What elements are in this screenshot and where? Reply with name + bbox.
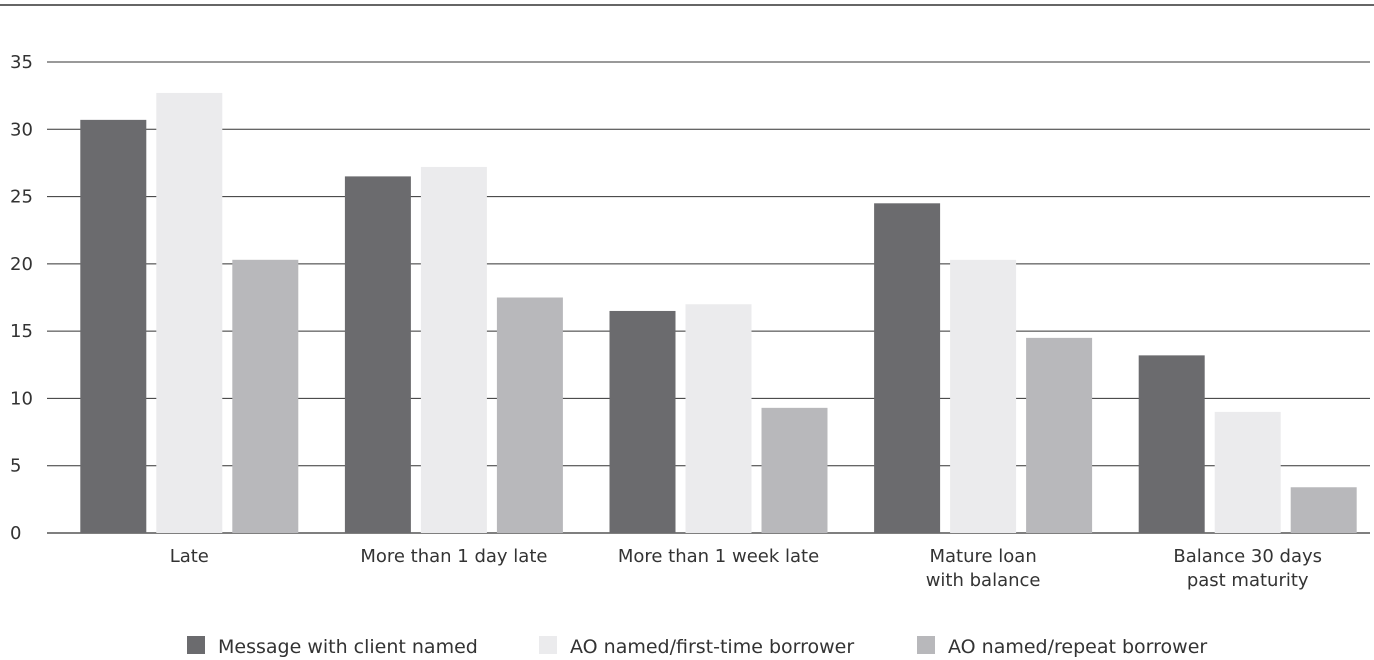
- y-tick-label: 20: [10, 254, 33, 275]
- bar: [80, 119, 147, 533]
- legend-label: Message with client named: [218, 636, 478, 658]
- legend-label: AO named/repeat borrower: [948, 636, 1207, 658]
- y-tick-label: 25: [10, 187, 33, 208]
- legend-label: AO named/first-time borrower: [570, 636, 854, 658]
- x-axis: Late More than 1 day late More than 1 week…: [170, 546, 1322, 591]
- bar: [874, 203, 941, 534]
- bar: [344, 176, 411, 533]
- y-tick-label: 5: [10, 456, 21, 477]
- legend: Message with client named AO named/first-…: [187, 636, 1207, 658]
- bar: [232, 259, 299, 533]
- x-tick-label: Mature loan: [929, 546, 1036, 567]
- bar: [156, 92, 223, 534]
- legend-swatch: [187, 636, 205, 654]
- bar: [420, 166, 487, 534]
- bar: [1290, 487, 1357, 533]
- bar: [1214, 411, 1281, 533]
- bar: [761, 407, 828, 533]
- x-tick-label: Late: [170, 546, 209, 567]
- legend-swatch: [917, 636, 935, 654]
- bar: [609, 310, 676, 533]
- x-tick-label: with balance: [926, 570, 1041, 591]
- bars: [80, 92, 1357, 534]
- bar: [496, 297, 563, 533]
- y-tick-label: 35: [10, 52, 33, 73]
- x-tick-label: past maturity: [1187, 570, 1309, 591]
- y-tick-label: 10: [10, 388, 33, 409]
- x-tick-label: More than 1 day late: [360, 546, 547, 567]
- y-tick-label: 15: [10, 321, 33, 342]
- legend-swatch: [539, 636, 557, 654]
- y-tick-label: 30: [10, 119, 33, 140]
- bar: [1026, 337, 1093, 533]
- bar: [950, 259, 1017, 533]
- bar: [685, 304, 752, 533]
- y-tick-label: 0: [10, 523, 21, 544]
- x-tick-label: More than 1 week late: [618, 546, 819, 567]
- bar: [1138, 355, 1205, 533]
- x-tick-label: Balance 30 days: [1173, 546, 1322, 567]
